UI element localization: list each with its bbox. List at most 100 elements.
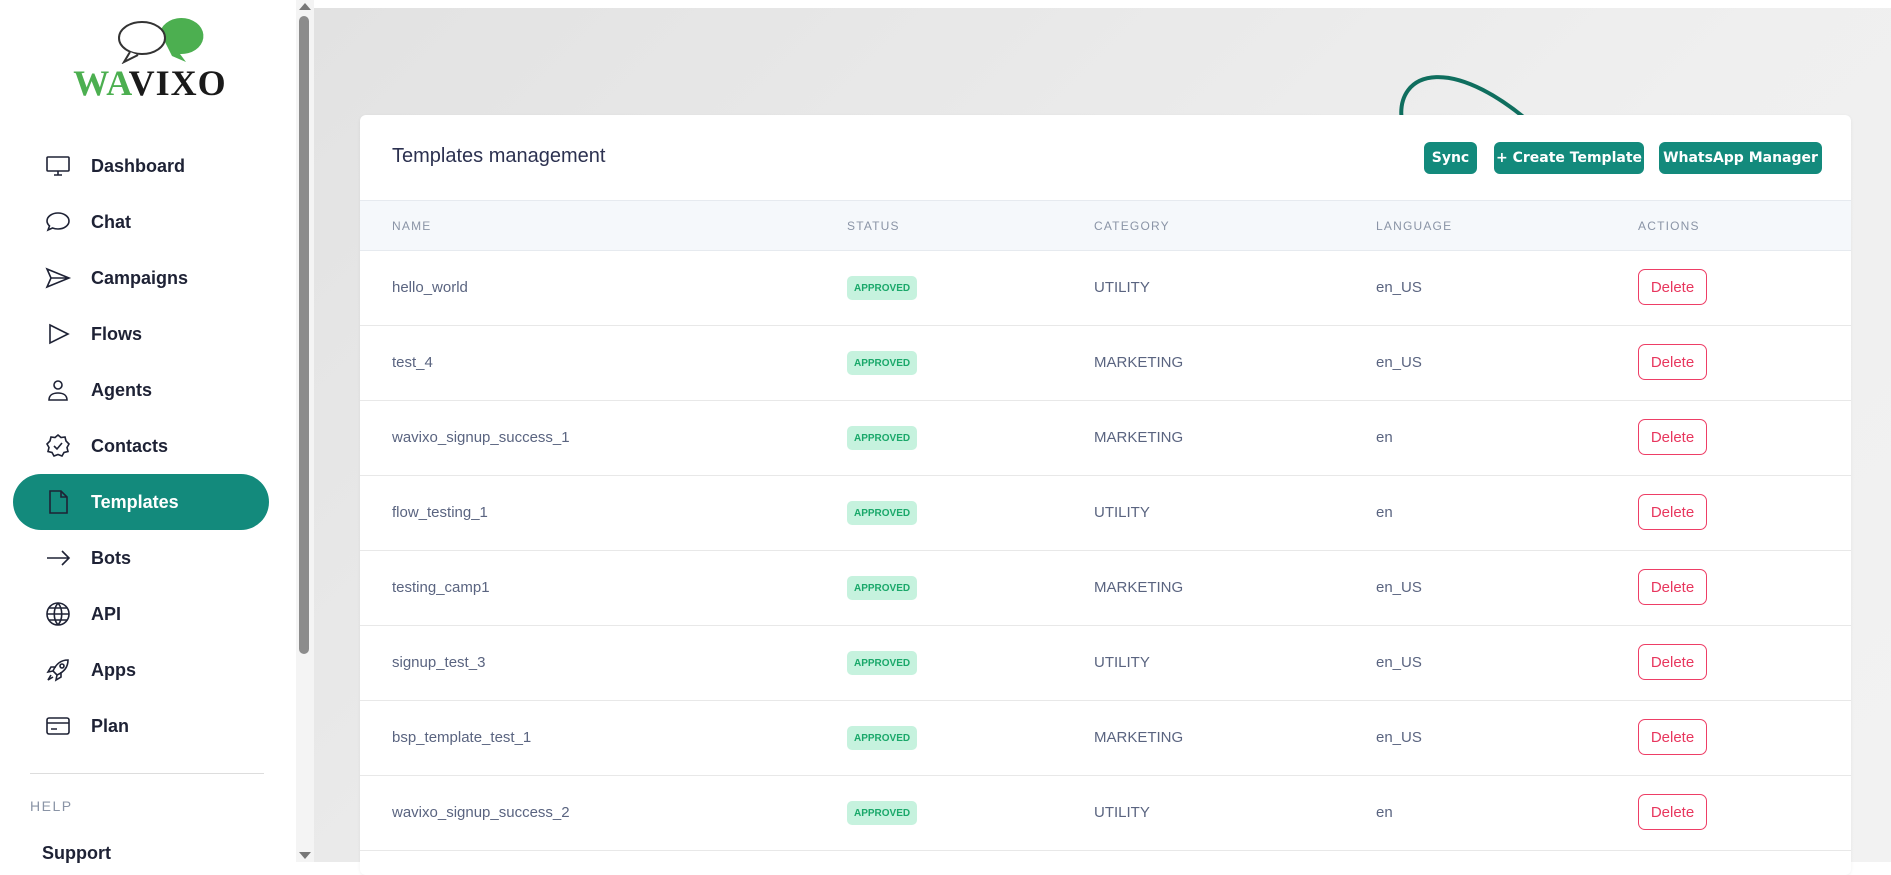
sidebar-item-dashboard[interactable]: Dashboard: [13, 138, 269, 194]
help-heading: HELP: [30, 798, 73, 814]
status-badge: APPROVED: [847, 726, 918, 750]
column-header-name: NAME: [392, 219, 432, 233]
status-badge: APPROVED: [847, 801, 918, 825]
globe-icon: [46, 602, 70, 626]
logo-text: WAVIXO: [73, 63, 227, 103]
column-header-category: CATEGORY: [1094, 219, 1170, 233]
delete-button[interactable]: Delete: [1638, 269, 1707, 305]
sidebar-item-plan[interactable]: Plan: [13, 698, 269, 754]
status-badge: APPROVED: [847, 651, 918, 675]
template-language: en_US: [1376, 729, 1422, 746]
sidebar-item-apps[interactable]: Apps: [13, 642, 269, 698]
status-badge: APPROVED: [847, 276, 918, 300]
credit-card-icon: [46, 717, 70, 735]
table-row: bsp_template_test_1 APPROVED MARKETING en_U…: [360, 701, 1851, 776]
scrollbar-thumb[interactable]: [299, 16, 309, 654]
template-category: UTILITY: [1094, 279, 1150, 296]
sidebar-item-label: Apps: [91, 659, 136, 680]
logo[interactable]: WAVIXO: [60, 14, 240, 104]
template-language: en: [1376, 804, 1393, 821]
sidebar-item-templates[interactable]: Templates: [13, 474, 269, 530]
status-badge: APPROVED: [847, 501, 918, 525]
table-row: wavixo_signup_success_1 APPROVED MARKETING…: [360, 401, 1851, 476]
column-header-language: LANGUAGE: [1376, 219, 1453, 233]
template-name: testing_camp1: [392, 579, 490, 596]
template-language: en_US: [1376, 579, 1422, 596]
templates-card: Templates management Sync + Create Templ…: [360, 115, 1851, 875]
template-category: MARKETING: [1094, 354, 1184, 371]
template-category: UTILITY: [1094, 654, 1150, 671]
sidebar: WAVIXO Dashboard Chat Campaigns Flows Agents…: [0, 0, 296, 863]
sidebar-item-contacts[interactable]: Contacts: [13, 418, 269, 474]
template-language: en_US: [1376, 354, 1422, 371]
template-name: signup_test_3: [392, 654, 486, 671]
sidebar-item-label: Agents: [91, 379, 153, 400]
template-name: wavixo_signup_success_2: [392, 804, 570, 821]
template-category: MARKETING: [1094, 579, 1184, 596]
sidebar-item-label: Templates: [91, 491, 179, 512]
sidebar-item-label: Bots: [91, 547, 131, 568]
delete-button[interactable]: Delete: [1638, 344, 1707, 380]
arrow-right-icon: [47, 550, 71, 566]
sidebar-item-agents[interactable]: Agents: [13, 362, 269, 418]
table-header: NAME STATUS CATEGORY LANGUAGE ACTIONS: [360, 200, 1851, 251]
sidebar-item-flows[interactable]: Flows: [13, 306, 269, 362]
template-category: MARKETING: [1094, 729, 1184, 746]
status-badge: APPROVED: [847, 351, 918, 375]
template-language: en: [1376, 504, 1393, 521]
column-header-actions: ACTIONS: [1638, 219, 1700, 233]
template-name: hello_world: [392, 279, 468, 296]
sidebar-item-label: Chat: [91, 211, 131, 232]
delete-button[interactable]: Delete: [1638, 419, 1707, 455]
sidebar-scrollbar[interactable]: [296, 0, 314, 862]
template-name: bsp_template_test_1: [392, 729, 532, 746]
sidebar-item-chat[interactable]: Chat: [13, 194, 269, 250]
table-row: flow_testing_1 APPROVED UTILITY en Delete: [360, 476, 1851, 551]
delete-button[interactable]: Delete: [1638, 494, 1707, 530]
sidebar-item-label: Contacts: [91, 435, 169, 456]
delete-button[interactable]: Delete: [1638, 569, 1707, 605]
template-language: en: [1376, 429, 1393, 446]
play-icon: [49, 323, 70, 345]
table-row: wavixo_signup_success_2 APPROVED UTILITY en…: [360, 776, 1851, 851]
delete-button[interactable]: Delete: [1638, 644, 1707, 680]
send-icon: [45, 267, 72, 289]
chat-bubbles-logo-icon: [118, 18, 204, 64]
divider: [30, 773, 264, 774]
scroll-up-icon[interactable]: [299, 3, 311, 10]
monitor-icon: [46, 156, 70, 176]
table-row: signup_test_3 APPROVED UTILITY en_US Delete: [360, 626, 1851, 701]
badge-check-icon: [46, 433, 70, 457]
scroll-down-icon[interactable]: [299, 852, 311, 859]
template-name: test_4: [392, 354, 433, 371]
template-name: wavixo_signup_success_1: [392, 429, 570, 446]
create-template-button[interactable]: + Create Template: [1494, 142, 1644, 174]
user-icon: [48, 380, 68, 401]
sync-button[interactable]: Sync: [1424, 142, 1477, 174]
sidebar-item-label: Campaigns: [91, 267, 189, 288]
sidebar-item-campaigns[interactable]: Campaigns: [13, 250, 269, 306]
template-category: MARKETING: [1094, 429, 1184, 446]
sidebar-item-api[interactable]: API: [13, 586, 269, 642]
template-category: UTILITY: [1094, 504, 1150, 521]
sidebar-item-label: Plan: [91, 715, 130, 736]
status-badge: APPROVED: [847, 426, 918, 450]
table-row: test_4 APPROVED MARKETING en_US Delete: [360, 326, 1851, 401]
column-header-status: STATUS: [847, 219, 900, 233]
template-language: en_US: [1376, 654, 1422, 671]
table-row: testing_camp1 APPROVED MARKETING en_US Delet…: [360, 551, 1851, 626]
status-badge: APPROVED: [847, 576, 918, 600]
template-language: en_US: [1376, 279, 1422, 296]
page-title: Templates management: [392, 145, 606, 167]
delete-button[interactable]: Delete: [1638, 794, 1707, 830]
sidebar-item-support[interactable]: Support: [42, 843, 111, 863]
document-icon: [49, 490, 68, 514]
delete-button[interactable]: Delete: [1638, 719, 1707, 755]
main-content: Templates management Sync + Create Templ…: [314, 0, 1891, 875]
sidebar-item-label: API: [91, 603, 122, 624]
rocket-icon: [46, 659, 69, 682]
whatsapp-manager-button[interactable]: WhatsApp Manager: [1659, 142, 1822, 174]
template-name: flow_testing_1: [392, 504, 488, 521]
chat-bubble-icon: [46, 212, 70, 232]
sidebar-item-bots[interactable]: Bots: [13, 530, 269, 586]
